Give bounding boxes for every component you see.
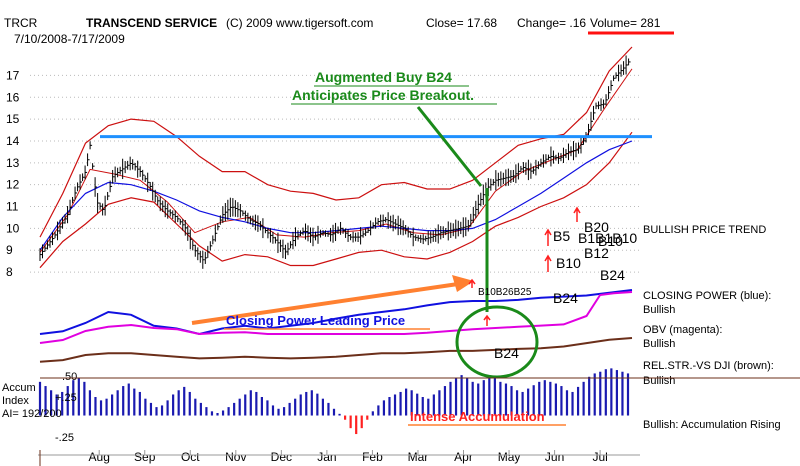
lower-band-line bbox=[39, 131, 633, 269]
y-tick-label: 16 bbox=[6, 90, 20, 104]
y-tick-label: 13 bbox=[6, 156, 20, 170]
indicator-lines bbox=[39, 289, 633, 363]
x-axis-month-labels: Aug Sep Oct Nov Dec Jan Feb Mar Apr May Jun Jul bbox=[89, 450, 608, 464]
x-tick-label: Oct bbox=[181, 450, 200, 464]
ticker-label: TRCR bbox=[4, 16, 38, 30]
accumulation-rising-label: Bullish: Accumulation Rising bbox=[643, 419, 781, 431]
closing-power-line bbox=[39, 289, 633, 336]
augmented-buy-title: Augmented Buy B24 bbox=[315, 69, 452, 85]
accum-label: Accum bbox=[2, 382, 36, 394]
signal-b20: B20 bbox=[584, 219, 609, 235]
y-tick-label: 17 bbox=[6, 68, 20, 82]
relstr-label: REL.STR.-VS DJI (brown): bbox=[643, 360, 774, 372]
signal-b5: B5 bbox=[553, 228, 570, 244]
accumulation-bars bbox=[38, 368, 630, 435]
signal-b1-cluster: B1B1B10 bbox=[578, 230, 637, 246]
signal-b24-top: B24 bbox=[600, 267, 625, 283]
y-tick-label: 8 bbox=[6, 265, 13, 279]
x-tick-label: Nov bbox=[225, 450, 246, 464]
obv-status: Bullish bbox=[643, 338, 675, 350]
relstr-status: Bullish bbox=[643, 375, 675, 387]
signal-b24-circle: B24 bbox=[494, 345, 519, 361]
intense-accumulation-label: Intense Accumulation bbox=[410, 409, 545, 424]
closing-power-status: Bullish bbox=[643, 304, 675, 316]
closing-power-arrow bbox=[191, 282, 459, 325]
short-average-line bbox=[39, 68, 633, 253]
x-tick-label: Jun bbox=[545, 450, 564, 464]
accum-tick-25: +.25 bbox=[55, 392, 77, 404]
y-tick-label: 9 bbox=[6, 243, 13, 257]
x-tick-label: Jan bbox=[317, 450, 336, 464]
y-tick-label: 15 bbox=[6, 112, 20, 126]
accum-tick-neg25: -.25 bbox=[55, 432, 74, 444]
signal-b24-cp: B24 bbox=[553, 290, 578, 306]
date-range: 7/10/2008-7/17/2009 bbox=[14, 32, 125, 46]
volume-readout: Volume= 281 bbox=[590, 16, 661, 30]
obv-line bbox=[39, 291, 633, 344]
signal-arrows bbox=[468, 206, 581, 326]
relstr-line bbox=[39, 337, 633, 363]
company-name: TRANSCEND SERVICE bbox=[86, 16, 217, 30]
x-tick-label: Mar bbox=[408, 450, 429, 464]
x-tick-label: Feb bbox=[362, 450, 383, 464]
augmented-pointer bbox=[416, 106, 483, 187]
y-tick-label: 11 bbox=[6, 200, 19, 214]
x-tick-label: Sep bbox=[134, 450, 156, 464]
index-label: Index bbox=[2, 395, 29, 407]
signal-apr-cluster: B10B26B25 bbox=[478, 287, 532, 298]
bullish-trend-label: BULLISH PRICE TREND bbox=[643, 224, 766, 236]
b24-highlight-circle bbox=[455, 305, 539, 379]
close-readout: Close= 17.68 bbox=[426, 16, 497, 30]
accum-tick-50: .50 bbox=[62, 371, 77, 383]
signal-b10-low: B10 bbox=[556, 255, 581, 271]
y-tick-label: 12 bbox=[6, 178, 20, 192]
augmented-buy-subtitle: Anticipates Price Breakout. bbox=[292, 87, 474, 103]
price-gridlines bbox=[30, 74, 640, 273]
ai-score-label: AI= 192/200 bbox=[2, 408, 62, 420]
x-tick-label: Dec bbox=[271, 450, 292, 464]
price-bars bbox=[39, 55, 631, 269]
x-tick-label: Aug bbox=[89, 450, 110, 464]
copyright-text: (C) 2009 www.tigersoft.com bbox=[226, 16, 373, 30]
closing-power-label: CLOSING POWER (blue): bbox=[643, 290, 771, 302]
closing-power-arrowhead bbox=[452, 275, 474, 292]
obv-label: OBV (magenta): bbox=[643, 324, 722, 336]
x-tick-label: May bbox=[498, 450, 521, 464]
y-tick-label: 14 bbox=[6, 134, 20, 148]
signal-b10-right: B10 bbox=[598, 233, 623, 249]
closing-power-leading-label: Closing Power Leading Price bbox=[226, 313, 405, 328]
y-axis-tick-labels: 8 9 10 11 12 13 14 15 16 17 bbox=[6, 68, 20, 279]
y-tick-label: 10 bbox=[6, 221, 20, 235]
x-tick-label: Jul bbox=[592, 450, 607, 464]
signal-b12: B12 bbox=[584, 245, 609, 261]
upper-band-line bbox=[39, 46, 633, 238]
change-readout: Change= .16 bbox=[517, 16, 586, 30]
x-tick-label: Apr bbox=[454, 450, 473, 464]
